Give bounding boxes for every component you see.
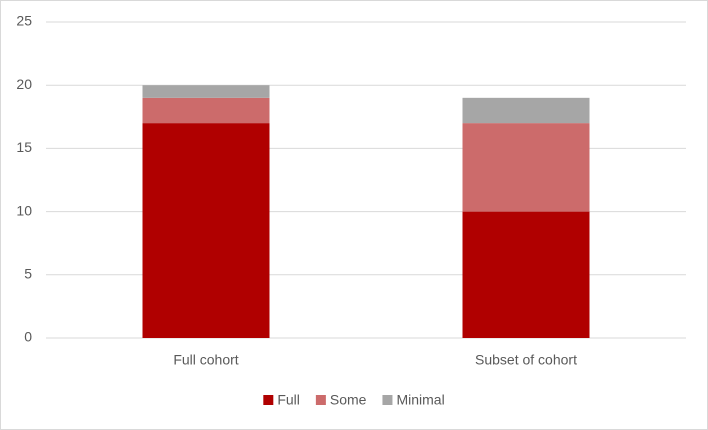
bar-segment	[462, 211, 590, 338]
y-tick-label: 5	[24, 266, 32, 282]
bar-segment	[142, 123, 270, 339]
x-tick-label: Full cohort	[173, 352, 238, 368]
y-tick-label: 15	[16, 139, 32, 155]
bar-segment	[142, 85, 270, 98]
y-tick-label: 25	[16, 13, 32, 29]
legend-label: Minimal	[396, 392, 444, 408]
legend-label: Some	[330, 392, 367, 408]
x-tick-label: Subset of cohort	[475, 352, 577, 368]
bar-segment	[462, 123, 590, 212]
y-tick-label: 0	[24, 329, 32, 345]
legend-label: Full	[277, 392, 300, 408]
y-tick-label: 10	[16, 202, 32, 218]
legend-swatch	[315, 395, 326, 405]
legend-swatch	[382, 395, 393, 405]
legend-swatch	[263, 395, 274, 405]
bar-segment	[142, 97, 270, 124]
bar-segment	[462, 97, 590, 124]
y-tick-label: 20	[16, 76, 32, 92]
